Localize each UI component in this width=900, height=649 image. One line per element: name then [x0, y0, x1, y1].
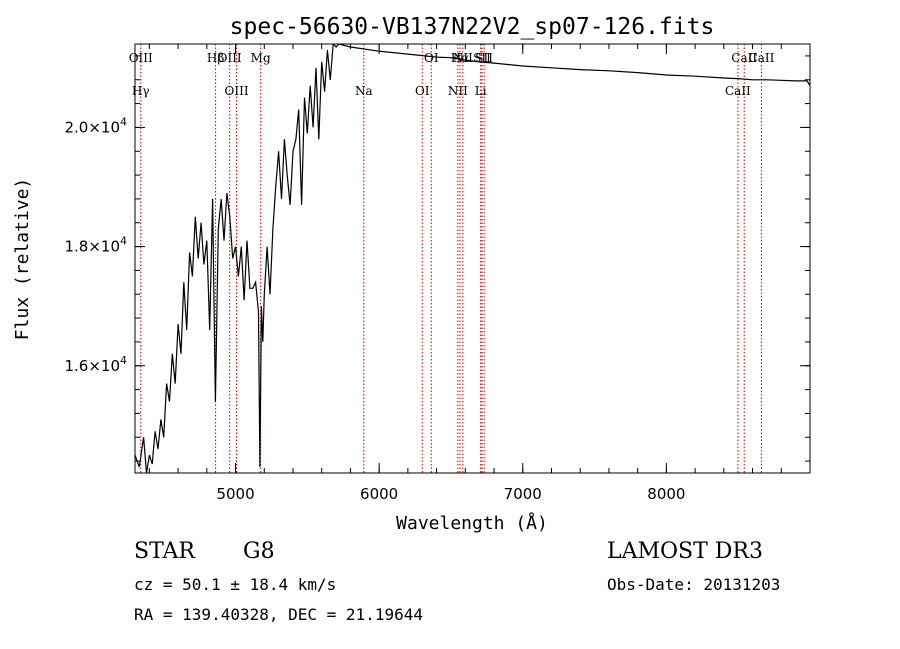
spectral-line-label: Li [475, 84, 487, 98]
chart-title: spec-56630-VB137N22V2_sp07-126.fits [230, 14, 715, 40]
x-axis-label: Wavelength (Å) [396, 512, 548, 534]
spectral-line-label: OIII [129, 51, 153, 65]
spectral-line-label: OI [415, 84, 430, 98]
spectral-line-label: Mg [251, 51, 271, 65]
y-tick-label: 1.6×104 [64, 354, 127, 375]
spectral-line-label: CaII [749, 51, 775, 65]
x-tick-label: 8000 [647, 485, 685, 503]
object-subclass: G8 [243, 539, 275, 564]
spectral-line-label: Na [355, 84, 373, 98]
redshift-cz: cz = 50.1 ± 18.4 km/s [134, 575, 337, 594]
y-axis-label: Flux (relative) [12, 178, 33, 341]
survey-name: LAMOST DR3 [607, 539, 763, 564]
spectral-line-label: NII [448, 84, 468, 98]
spectral-lines [140, 44, 762, 473]
y-tick-label: 1.8×104 [64, 235, 127, 256]
spectral-line-label: OI [424, 51, 439, 65]
coordinates: RA = 139.40328, DEC = 21.19644 [134, 605, 423, 624]
spectral-line-label: Hγ [132, 84, 150, 98]
x-tick-label: 7000 [504, 485, 542, 503]
axes: 5000 6000 7000 8000 1.6×104 1.8×104 2.0×104 [64, 43, 811, 503]
spectral-line-label: OIII [218, 51, 242, 65]
spectral-line-label: NII [453, 51, 473, 65]
x-tick-label: 5000 [216, 485, 254, 503]
spectrum-series-line [135, 44, 810, 473]
x-tick-label: 6000 [360, 485, 398, 503]
spectral-line-label: CaII [731, 51, 757, 65]
spectral-line-label: OIII [225, 84, 249, 98]
spectral-line-label: CaII [725, 84, 751, 98]
object-class: STAR [134, 539, 195, 564]
plot-frame [134, 43, 811, 474]
y-tick-label: 2.0×104 [64, 115, 127, 136]
spectral-line-label: Hβ [207, 51, 224, 65]
series-layer [135, 44, 810, 473]
observation-date: Obs-Date: 20131203 [607, 575, 781, 594]
spectral-line-label: Hα [451, 51, 470, 65]
